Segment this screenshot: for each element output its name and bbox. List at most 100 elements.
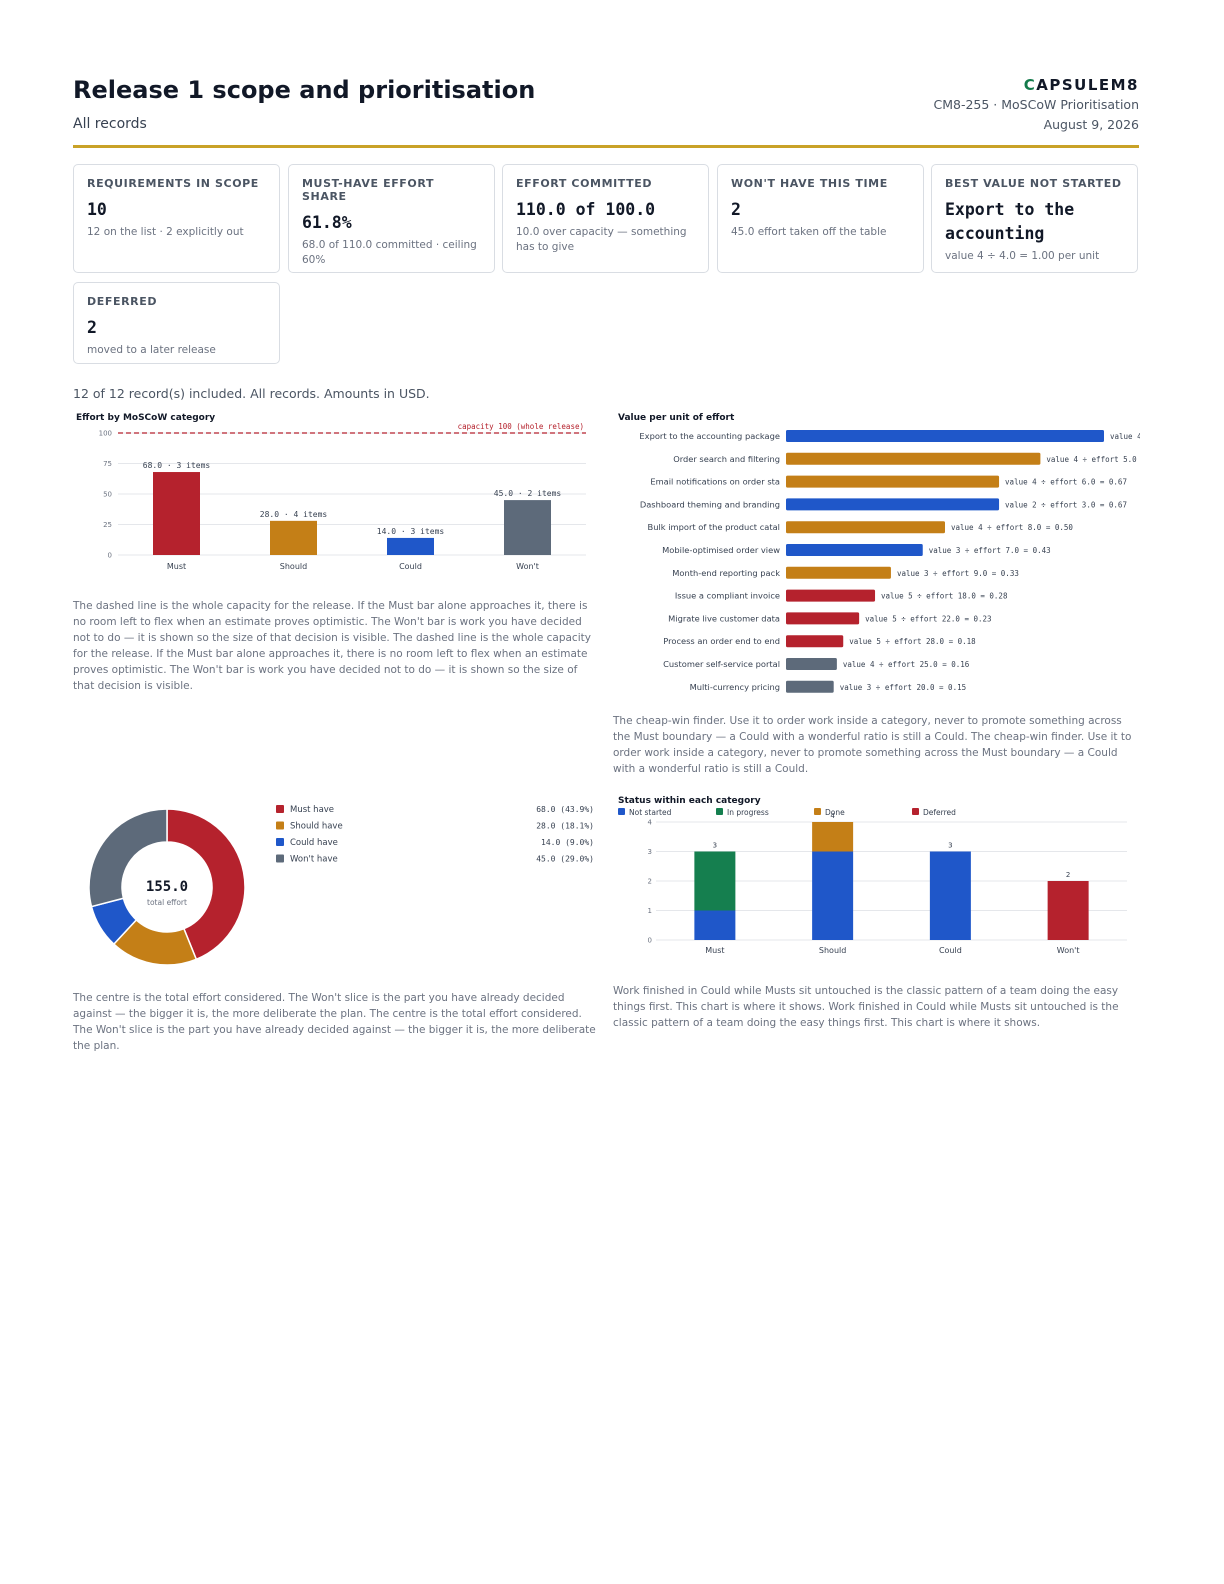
kpi-subtext: 45.0 effort taken off the table [731,226,887,238]
kpi-label: Best value not started [945,177,1122,190]
value-bar [786,566,891,579]
kpi-card-must-have-effort-share: Must-have effort share 61.8% 68.0 of 110… [288,164,495,273]
y-tick-label: 25 [103,521,112,529]
x-category-label: Must [705,946,724,955]
stack-total-label: 2 [1066,871,1070,879]
value-category-label: Issue a compliant invoice [675,591,780,601]
value-bar-data-label: value 4 ÷ effort 4.0 = 1.00 [1110,432,1224,441]
value-category-label: Mobile-optimised order view [662,545,780,555]
chart-title: Status within each category [618,796,761,806]
value-bar-data-label: value 4 ÷ effort 25.0 = 0.16 [843,660,970,669]
value-bar-data-label: value 5 ÷ effort 28.0 = 0.18 [849,637,976,646]
y-tick-label: 0 [648,937,652,945]
legend-label: Done [825,808,845,817]
value-category-label: Multi-currency pricing [690,682,780,692]
legend-swatch [276,838,284,846]
kpi-card-wont-have: Won't have this time 2 45.0 effort taken… [717,164,924,273]
value-bar-data-label: value 5 ÷ effort 22.0 = 0.23 [865,614,991,623]
stacked-segment-notstarted [812,851,854,940]
effort-by-category-chart: Effort by MoSCoW category 0 25 50 75 100 68.0 … [76,413,586,571]
x-category-label: Must [167,562,186,571]
value-category-label: Bulk import of the product catal [648,522,780,532]
donut-slice-musthave [166,808,246,961]
chart-title: Value per unit of effort [618,413,735,423]
kpi-subtext: value 4 ÷ 4.0 = 1.00 per unit [945,250,1100,262]
page-subtitle: All records [73,116,147,132]
records-summary: 12 of 12 record(s) included. All records… [73,386,430,401]
value-bar [786,475,1000,488]
stacked-segment-notstarted [694,910,736,940]
donut-center-label: total effort [147,898,187,907]
kpi-label: Requirements in scope [87,177,259,190]
kpi-card-requirements-in-scope: Requirements in scope 10 12 on the list … [73,164,280,273]
value-bars-group: value 4 ÷ effort 4.0 = 1.00 value 4 ÷ eff… [786,430,1224,693]
legend-value: 45.0 (29.0%) [536,855,594,864]
value-bar-data-label: value 2 ÷ effort 3.0 = 0.67 [1005,500,1127,509]
brand-logo-initial: C [1023,76,1037,94]
page-title: Release 1 scope and prioritisation [73,76,536,104]
value-bar-data-label: value 3 ÷ effort 7.0 = 0.43 [929,546,1051,555]
document-reference: CM8-255 · MoSCoW Prioritisation [933,97,1139,112]
x-category-label: Could [939,946,962,955]
donut-center-value: 155.0 [146,879,188,895]
report-header: Release 1 scope and prioritisation All r… [73,72,1139,148]
x-category-label: Won't [1057,946,1080,955]
kpi-value: Export to the accounting [945,200,1075,243]
kpi-value: 10 [87,200,107,219]
legend-swatch [814,808,821,815]
value-bar [786,680,834,693]
kpi-card-deferred: Deferred 2 moved to a later release [73,282,280,364]
stack-total-label: 4 [830,812,835,820]
x-category-label: Should [280,562,307,571]
value-bar [786,521,945,534]
legend-value: 28.0 (18.1%) [536,822,594,831]
legend-label: In progress [727,808,769,817]
legend-swatch [276,854,284,863]
value-chart-caption: The cheap-win finder. Use it to order wo… [613,715,1132,775]
value-category-label: Customer self-service portal [663,659,780,669]
stack-total-label: 3 [713,842,717,850]
value-bar [786,544,923,556]
value-category-label: Month-end reporting pack [672,568,780,578]
value-bar-data-label: value 4 ÷ effort 8.0 = 0.50 [951,523,1073,532]
stacked-segment-notstarted [929,851,971,940]
kpi-subtext: 68.0 of 110.0 committed · ceiling 60% [302,239,477,266]
value-bar-data-label: value 4 ÷ effort 6.0 = 0.67 [1005,478,1127,487]
value-bar [786,430,1104,442]
legend-swatch [276,805,284,813]
value-category-label: Email notifications on order sta [650,477,780,487]
bar-should [270,520,317,555]
x-category-label: Could [399,562,422,571]
bar-could [387,537,434,555]
stacked-segment-deferred [1047,881,1089,940]
value-category-label: Migrate live customer data [668,613,780,623]
donut-chart-caption: The centre is the total effort considere… [73,992,596,1052]
capacity-line-label: capacity 100 (whole release) [458,422,584,431]
y-tick-label: 1 [648,907,652,915]
x-category-label: Should [819,946,846,955]
y-tick-label: 0 [108,552,112,560]
value-bar [786,635,844,648]
stacked-segment-inprogress [694,851,736,911]
kpi-label: Won't have this time [731,177,888,190]
value-bar-data-label: value 5 ÷ effort 18.0 = 0.28 [881,592,1008,601]
bar-data-label: 14.0 · 3 items [377,527,445,536]
legend-label: Must have [290,805,334,815]
effort-donut-chart: 155.0 total effort Must have 68.0 (43.9%) Sh… [88,805,594,966]
effort-chart-caption: The dashed line is the whole capacity fo… [73,600,591,692]
legend-swatch [912,808,919,815]
stacked-segment-done [812,822,854,852]
value-bar-data-label: value 4 ÷ effort 5.0 = 0.80 [1046,455,1168,464]
kpi-card-best-value-not-started: Best value not started Export to the acc… [931,164,1138,273]
bar-must [153,472,200,555]
chart-title: Effort by MoSCoW category [76,413,215,423]
brand-logo-text: APSULEM8 [1036,76,1139,94]
bar-data-label: 28.0 · 4 items [260,510,328,519]
kpi-label: Must-have effort share [302,177,435,203]
kpi-card-effort-committed: Effort committed 110.0 of 100.0 10.0 ove… [502,164,709,273]
brand-logo: CAPSULEM8 [1024,76,1139,94]
kpi-subtext: moved to a later release [87,344,216,356]
status-by-category-chart: Status within each category Not started In… [618,796,1127,955]
legend-value: 14.0 (9.0%) [541,838,594,847]
kpi-value: 2 [731,200,741,219]
